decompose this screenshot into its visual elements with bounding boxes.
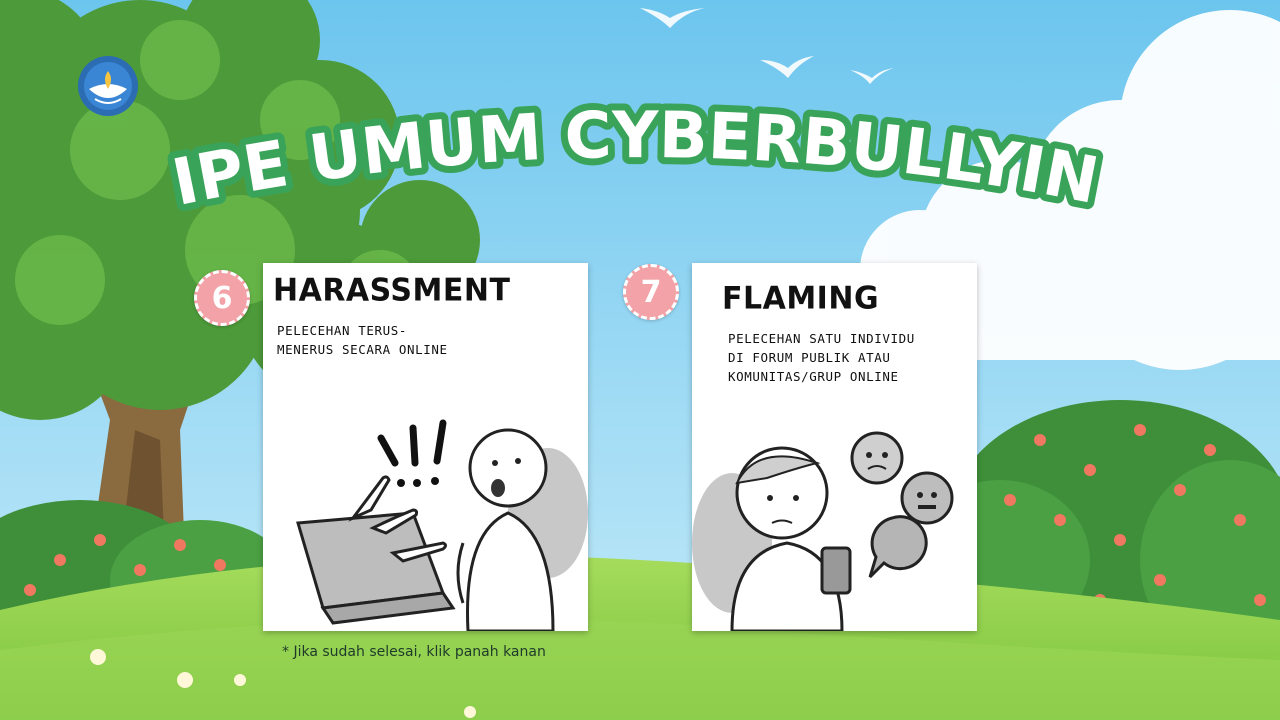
card-heading: FLAMING	[722, 280, 880, 317]
card-flaming[interactable]: FLAMING PELECEHAN SATU INDIVIDU DI FORUM…	[692, 263, 977, 631]
birds	[640, 8, 894, 84]
card-description: PELECEHAN TERUS- MENERUS SECARA ONLINE	[277, 323, 448, 357]
instruction-note: * Jika sudah selesai, klik panah kanan	[282, 644, 546, 660]
person-with-phone-angry-emojis-illustration	[692, 431, 954, 631]
badge-number-6: 6	[194, 270, 250, 326]
person-harassed-by-laptop-illustration	[296, 419, 588, 631]
card-harassment[interactable]: HARASSMENT PELECEHAN TERUS- MENERUS SECA…	[263, 263, 588, 631]
card-heading: HARASSMENT	[273, 272, 511, 309]
card-description: PELECEHAN SATU INDIVIDU DI FORUM PUBLIK …	[728, 331, 915, 384]
page-title: TIPE UMUM CYBERBULLYING TIPE UMUM CYBERB…	[117, 47, 1130, 232]
badge-number-7: 7	[623, 264, 679, 320]
tut-wuri-handayani-logo	[78, 56, 138, 116]
